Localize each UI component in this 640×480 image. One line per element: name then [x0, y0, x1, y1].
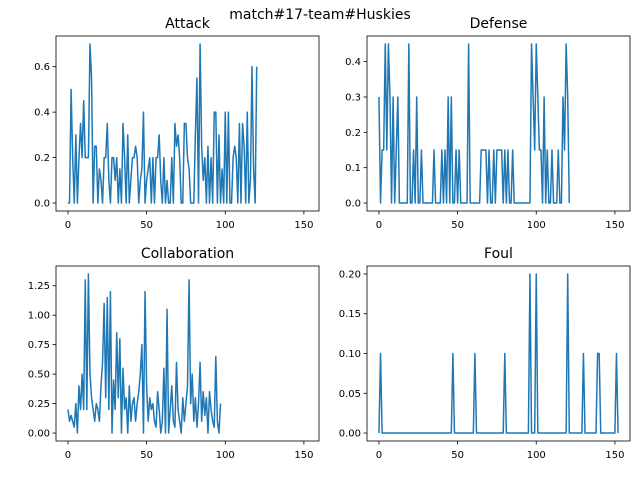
y-tick-label: 0.0: [34, 199, 50, 210]
y-tick-label: 0.2: [345, 128, 361, 139]
y-tick-label: 0.05: [339, 389, 361, 400]
x-tick-label: 50: [451, 450, 464, 461]
subplot-title: Attack: [165, 16, 211, 32]
y-tick-label: 1.25: [28, 281, 50, 292]
subplot-collaboration: Collaboration 0 50 100 150 0.00 0.25 0.50 0.75 1.…: [28, 246, 320, 461]
axes-frame: [55, 35, 320, 212]
y-tick-label: 1.00: [28, 311, 50, 322]
y-tick-label: 0.4: [345, 57, 361, 68]
x-tick-label: 100: [527, 450, 546, 461]
y-tick-label: 0.10: [339, 349, 361, 360]
y-tick-label: 0.25: [28, 399, 50, 410]
axes-frame: [366, 35, 631, 212]
x-tick-label: 150: [294, 220, 313, 231]
y-tick-label: 0.4: [34, 108, 50, 119]
series-line: [67, 43, 258, 204]
axes-frame: [366, 265, 631, 442]
x-tick-label: 150: [294, 450, 313, 461]
y-tick-label: 0.6: [34, 62, 50, 73]
subplot-foul: Foul 0 50 100 150 0.00 0.05 0.10 0.15 0.20: [339, 246, 631, 461]
subplot-title: Collaboration: [141, 246, 234, 262]
y-tick-label: 0.00: [339, 429, 361, 440]
y-tick-label: 0.50: [28, 370, 50, 381]
subplot-defense: Defense 0 50 100 150 0.0 0.1 0.2 0.3 0.4: [345, 16, 631, 231]
y-tick-label: 0.3: [345, 92, 361, 103]
y-tick-label: 0.2: [34, 153, 50, 164]
x-tick-label: 0: [376, 220, 382, 231]
y-tick-label: 0.0: [345, 199, 361, 210]
x-tick-label: 50: [140, 450, 153, 461]
x-tick-label: 100: [216, 220, 235, 231]
axes-frame: [55, 265, 320, 442]
x-tick-label: 0: [65, 450, 71, 461]
y-tick-label: 0.00: [28, 429, 50, 440]
x-tick-label: 150: [605, 450, 624, 461]
x-tick-label: 150: [605, 220, 624, 231]
subplot-attack: Attack 0 50 100 150 0.0 0.2 0.4 0.6: [34, 16, 320, 231]
y-tick-label: 0.15: [339, 309, 361, 320]
series-line: [67, 273, 222, 434]
y-tick-label: 0.20: [339, 269, 361, 280]
x-tick-label: 100: [216, 450, 235, 461]
x-tick-label: 50: [451, 220, 464, 231]
series-line: [378, 273, 619, 434]
x-tick-label: 0: [376, 450, 382, 461]
x-tick-label: 0: [65, 220, 71, 231]
x-tick-label: 50: [140, 220, 153, 231]
subplot-title: Defense: [470, 16, 528, 32]
figure-suptitle: match#17-team#Huskies: [229, 7, 411, 23]
y-tick-label: 0.1: [345, 163, 361, 174]
x-tick-label: 100: [527, 220, 546, 231]
y-tick-label: 0.75: [28, 340, 50, 351]
series-line: [378, 43, 571, 204]
subplot-title: Foul: [484, 246, 513, 262]
